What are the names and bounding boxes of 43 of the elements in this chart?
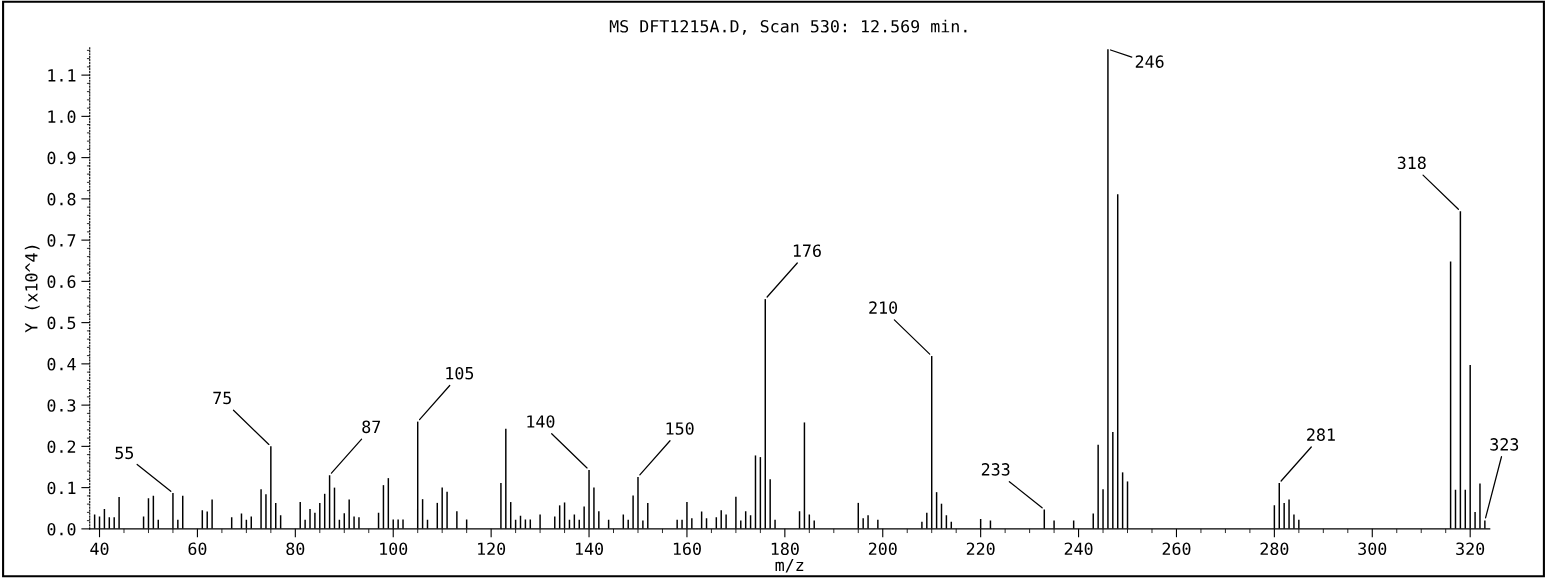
y-tick-label: 0.6 [47, 275, 76, 288]
x-tick-label: 160 [673, 542, 701, 556]
annotation: 318 [1397, 156, 1426, 170]
annotation: 150 [666, 422, 694, 435]
x-axis-title: m/z [775, 558, 804, 573]
x-tick-label: 180 [771, 542, 799, 556]
x-tick-label: 100 [380, 542, 408, 556]
y-tick-label: 1.1 [48, 69, 76, 82]
y-tick-label: 1.0 [48, 110, 76, 123]
annotation: 246 [1135, 55, 1164, 68]
x-tick-label: 60 [188, 542, 207, 556]
y-tick-label: 0.7 [47, 234, 76, 247]
x-tick-label: 80 [286, 542, 305, 556]
x-tick-label: 240 [1064, 542, 1093, 556]
annotation: 75 [213, 391, 231, 405]
y-tick-label: 0.1 [47, 481, 76, 495]
y-tick-label: 0.5 [47, 316, 76, 330]
x-tick-label: 260 [1162, 542, 1191, 556]
y-tick-label: 0.4 [47, 357, 76, 371]
y-tick-label: 0.0 [47, 522, 76, 536]
annotation: 55 [115, 446, 134, 460]
annotation: 87 [362, 420, 381, 434]
annotation: 210 [869, 301, 898, 314]
x-tick-label: 280 [1260, 542, 1289, 556]
y-tick-label: 0.2 [47, 440, 76, 453]
x-tick-label: 320 [1456, 542, 1485, 556]
y-tick-label: 0.9 [47, 151, 76, 165]
y-tick-label: 0.8 [47, 192, 76, 206]
annotation: 281 [1307, 428, 1335, 441]
annotation: 323 [1490, 438, 1519, 451]
x-tick-label: 300 [1358, 542, 1387, 556]
annotation: 105 [446, 366, 474, 380]
annotation: 140 [527, 415, 555, 428]
x-tick-label: 120 [478, 542, 506, 556]
chart-title: MS DFT1215A.D, Scan 530: 12.569 min. [609, 19, 967, 35]
x-tick-label: 200 [868, 542, 897, 556]
x-tick-label: 40 [90, 542, 109, 556]
x-tick-label: 220 [966, 542, 995, 556]
x-tick-label: 140 [575, 542, 604, 556]
y-tick-label: 0.3 [47, 399, 76, 412]
annotation: 233 [981, 463, 1010, 476]
y-axis-title: Y (x10^4) [24, 245, 40, 333]
annotation: 176 [793, 244, 821, 257]
